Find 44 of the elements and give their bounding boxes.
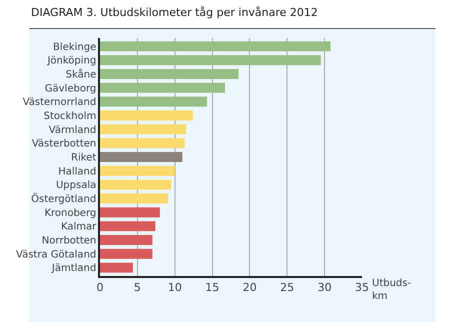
- x-tick-label: 5: [134, 280, 141, 294]
- x-tick-label: 30: [318, 280, 332, 294]
- x-tick-label: 15: [205, 280, 220, 294]
- y-tick-label: Värmland: [48, 124, 96, 136]
- y-tick-label: Kalmar: [60, 222, 98, 233]
- x-tick-label: 10: [168, 280, 182, 294]
- y-tick-label: Uppsala: [56, 180, 96, 192]
- y-tick-label: Norrbotten: [42, 236, 96, 247]
- x-tick-label: 0: [96, 280, 104, 294]
- bar: [100, 194, 168, 204]
- y-tick-label: Jönköping: [46, 56, 96, 67]
- x-axis-title: Utbuds- km: [372, 278, 412, 302]
- x-tick-label: 35: [355, 280, 369, 294]
- chart-title: DIAGRAM 3. Utbudskilometer tåg per invånare 2012: [31, 6, 318, 19]
- bar: [100, 82, 226, 93]
- bar: [100, 207, 160, 218]
- bar: [100, 221, 156, 232]
- y-tick-label: Gävleborg: [44, 83, 96, 94]
- bar: [100, 248, 152, 259]
- bar: [100, 180, 172, 190]
- bar: [100, 55, 321, 66]
- bar: [100, 138, 185, 148]
- y-tick-label: Västra Götaland: [16, 249, 96, 260]
- bar: [100, 69, 238, 79]
- x-tick-label: 20: [242, 280, 257, 294]
- y-tick-label: Västerbotten: [32, 138, 96, 150]
- bar: [100, 124, 186, 134]
- y-tick-label: Halland: [58, 166, 96, 178]
- x-tick-label: 25: [280, 280, 294, 294]
- bar: [100, 235, 152, 245]
- bar: [100, 96, 208, 107]
- bar: [100, 152, 182, 162]
- y-tick-label: Kronoberg: [44, 208, 96, 219]
- y-tick-label: Skåne: [66, 68, 96, 80]
- y-tick-label: Östergötland: [31, 192, 96, 206]
- bar: [100, 166, 175, 176]
- bar: [100, 262, 133, 273]
- bar: [100, 41, 331, 52]
- y-tick-label: Stockholm: [44, 110, 96, 122]
- y-tick-label: Jämtland: [50, 263, 96, 274]
- bar: [100, 110, 193, 120]
- y-tick-label: Västernorrland: [22, 97, 96, 108]
- y-tick-label: Blekinge: [53, 42, 96, 53]
- y-tick-label: Riket: [71, 152, 96, 164]
